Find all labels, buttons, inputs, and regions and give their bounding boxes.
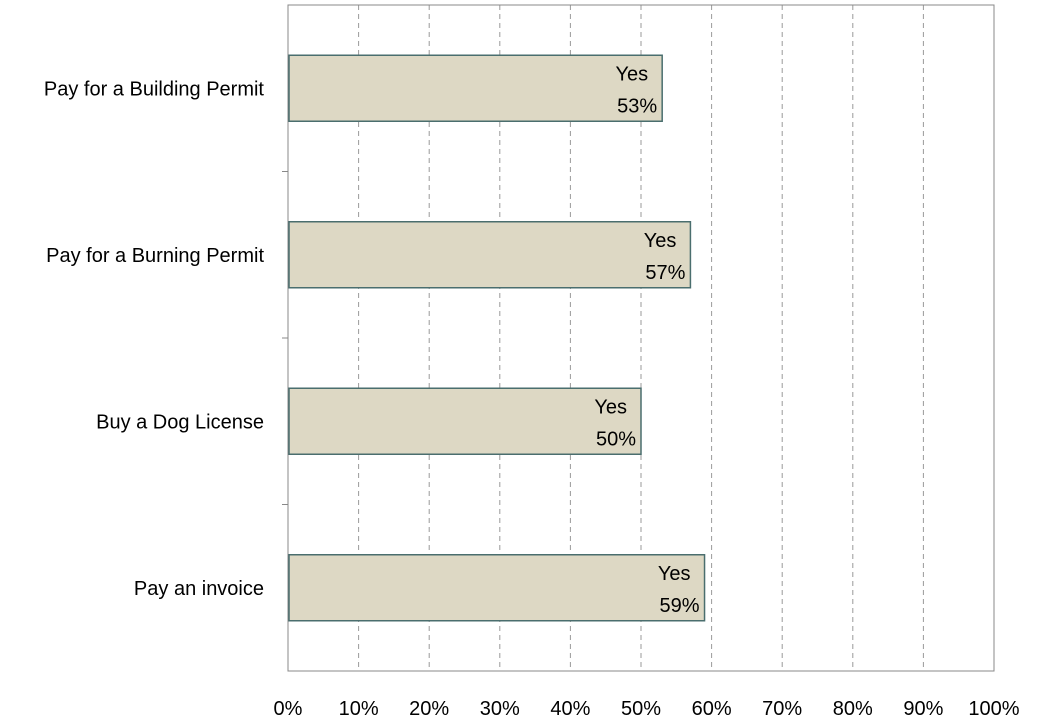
bar — [288, 54, 663, 122]
bar-series-label: Yes — [616, 63, 649, 85]
x-axis-tick-labels: 0% 10% 20% 30% 40% 50% 60% 70% 80% 90% 100% — [274, 698, 1020, 720]
bar — [288, 554, 706, 622]
bar — [288, 221, 692, 289]
bar-value-label: 50% — [596, 428, 636, 450]
bar-value-label: 53% — [617, 95, 657, 117]
x-tick-label: 10% — [339, 698, 379, 720]
plot-area-border — [287, 4, 995, 672]
x-tick-label: 0% — [274, 698, 303, 720]
bar-value-label: 59% — [660, 595, 700, 617]
bars: Yes 53% Yes 57% Yes 50% Yes 59% — [288, 54, 706, 622]
category-label: Pay for a Burning Permit — [46, 245, 264, 267]
x-tick-label: 100% — [968, 698, 1019, 720]
bar-series-label: Yes — [658, 563, 691, 585]
x-tick-label: 70% — [762, 698, 802, 720]
x-tick-label: 90% — [903, 698, 943, 720]
x-tick-label: 30% — [480, 698, 520, 720]
bar-series-label: Yes — [594, 396, 627, 418]
category-label: Pay an invoice — [134, 578, 264, 600]
y-axis-category-labels: Pay for a Building Permit Pay for a Burni… — [44, 78, 265, 600]
bar — [288, 387, 642, 455]
x-tick-label: 40% — [550, 698, 590, 720]
bar-series-label: Yes — [644, 230, 677, 252]
x-tick-label: 60% — [692, 698, 732, 720]
x-tick-label: 50% — [621, 698, 661, 720]
x-tick-label: 20% — [409, 698, 449, 720]
bar-value-label: 57% — [645, 262, 685, 284]
category-label: Pay for a Building Permit — [44, 78, 265, 100]
category-label: Buy a Dog License — [96, 411, 264, 433]
x-tick-label: 80% — [833, 698, 873, 720]
